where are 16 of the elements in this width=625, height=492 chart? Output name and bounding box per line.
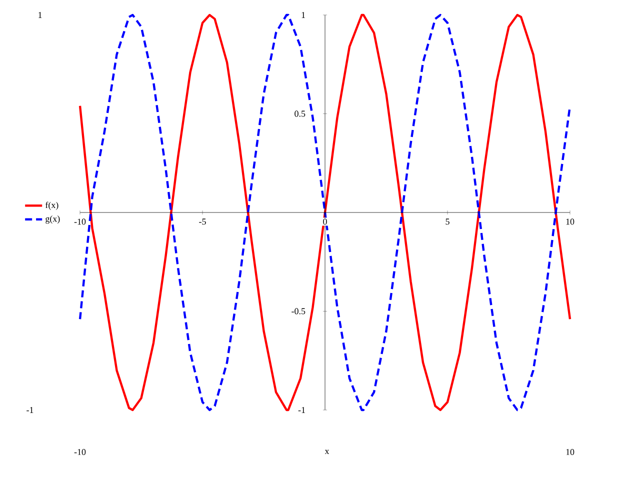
x-tick-label: 5 bbox=[446, 218, 450, 225]
y-tick-label: 1 bbox=[302, 12, 305, 18]
y-tick-label: -1 bbox=[298, 407, 305, 413]
text: 1 bbox=[38, 12, 42, 18]
x-axis-title: x bbox=[324, 450, 330, 454]
text: 10 bbox=[566, 448, 574, 456]
x-tick-label: 10 bbox=[566, 218, 574, 225]
text: -1 bbox=[26, 407, 34, 413]
x-tick-label: -10 bbox=[74, 218, 86, 225]
x-tick-label: -5 bbox=[199, 218, 206, 225]
legend-label: f(x) bbox=[45, 202, 58, 210]
legend-label: g(x) bbox=[46, 216, 60, 224]
text: -10 bbox=[74, 448, 86, 456]
y-tick-label: 0.5 bbox=[294, 110, 306, 117]
x-tick-label: 0 bbox=[323, 218, 327, 225]
y-tick-label: -0.5 bbox=[292, 308, 306, 314]
